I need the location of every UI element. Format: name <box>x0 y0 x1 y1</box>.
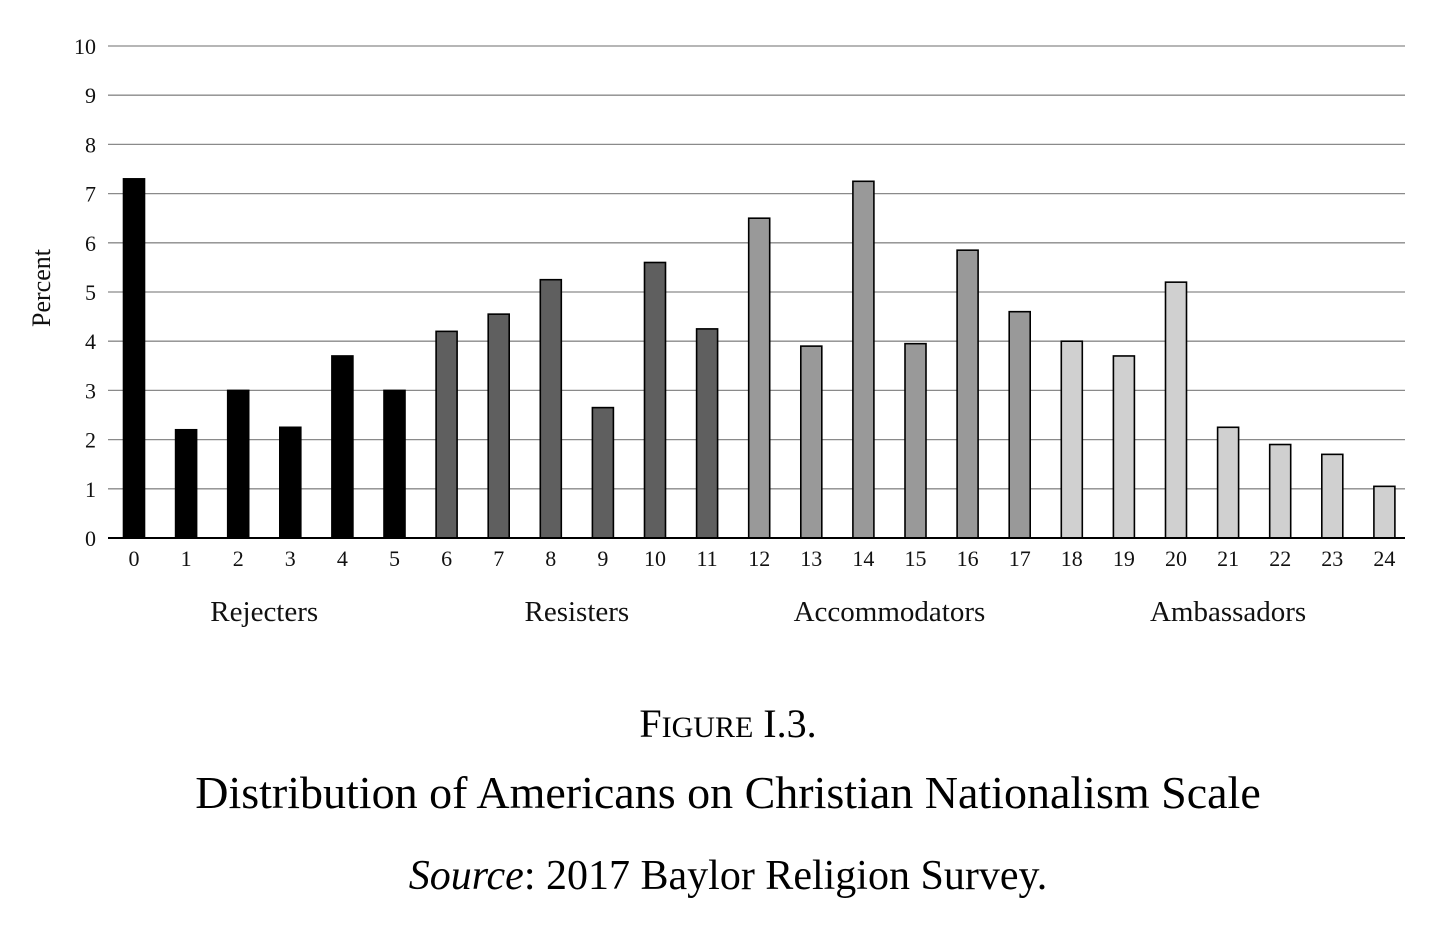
bar-8 <box>539 278 563 539</box>
x-tick-label: 13 <box>800 546 822 571</box>
y-tick-label: 2 <box>85 428 96 453</box>
bar-18 <box>1060 340 1084 539</box>
bar-12 <box>747 217 771 539</box>
bar-15 <box>904 342 927 539</box>
bar-0 <box>122 178 146 539</box>
bar-13 <box>799 345 823 539</box>
x-tick-label: 21 <box>1217 546 1239 571</box>
x-tick-label: 22 <box>1269 546 1291 571</box>
x-tick-label: 4 <box>337 546 348 571</box>
group-label-resisters: Resisters <box>524 596 629 628</box>
bar-11 <box>695 328 719 539</box>
bar-17 <box>1008 310 1032 539</box>
x-tick-label: 8 <box>545 546 556 571</box>
y-tick-labels: 0 1 2 3 4 5 6 7 8 9 10 <box>74 34 96 551</box>
bar-10 <box>643 261 667 539</box>
x-tick-label: 9 <box>597 546 608 571</box>
bar-7 <box>487 313 511 539</box>
x-tick-label: 2 <box>233 546 244 571</box>
y-tick-label: 9 <box>85 83 96 108</box>
bar-14 <box>852 180 875 539</box>
figure-number: FIGURE I.3. <box>639 701 817 746</box>
y-tick-label: 10 <box>74 34 96 59</box>
bar-19 <box>1112 355 1136 539</box>
bar-24 <box>1373 485 1396 539</box>
x-tick-label: 20 <box>1165 546 1187 571</box>
bars <box>122 178 1396 539</box>
x-tick-label: 5 <box>389 546 400 571</box>
x-tick-label: 6 <box>441 546 452 571</box>
y-tick-label: 1 <box>85 477 96 502</box>
figure-title: Distribution of Americans on Christian N… <box>195 767 1261 818</box>
x-tick-label: 1 <box>181 546 192 571</box>
x-tick-label: 15 <box>905 546 927 571</box>
y-tick-label: 3 <box>85 378 96 403</box>
x-tick-label: 11 <box>697 546 718 571</box>
x-tick-label: 19 <box>1113 546 1135 571</box>
x-tick-label: 16 <box>957 546 979 571</box>
figure-source: Source: 2017 Baylor Religion Survey. <box>408 853 1048 899</box>
bar-1 <box>174 428 198 539</box>
bar-22 <box>1268 443 1292 539</box>
group-label-ambassadors: Ambassadors <box>1150 596 1306 628</box>
group-label-rejecters: Rejecters <box>210 596 318 628</box>
y-tick-label: 8 <box>85 132 96 157</box>
group-label-accommodators: Accommodators <box>794 596 986 628</box>
bar-9 <box>591 406 615 539</box>
bar-16 <box>956 249 979 539</box>
x-tick-label: 12 <box>748 546 770 571</box>
bar-6 <box>435 330 458 539</box>
y-tick-label: 6 <box>85 231 96 256</box>
group-labels: Rejecters Resisters Accommodators Ambassado… <box>210 596 1306 628</box>
x-tick-label: 24 <box>1373 546 1395 571</box>
x-tick-label: 14 <box>852 546 874 571</box>
x-tick-label: 23 <box>1321 546 1343 571</box>
x-tick-label: 0 <box>129 546 140 571</box>
x-tick-label: 10 <box>644 546 666 571</box>
x-tick-label: 3 <box>285 546 296 571</box>
x-tick-label: 17 <box>1009 546 1031 571</box>
bar-2 <box>226 389 250 539</box>
bar-21 <box>1216 426 1240 539</box>
x-tick-label: 7 <box>493 546 504 571</box>
x-tick-label: 18 <box>1061 546 1083 571</box>
y-tick-label: 7 <box>85 182 96 207</box>
y-tick-label: 4 <box>85 329 96 354</box>
y-axis-label: Percent <box>27 248 56 327</box>
bar-20 <box>1164 281 1188 539</box>
bar-3 <box>278 426 302 539</box>
y-tick-label: 0 <box>85 526 96 551</box>
bar-23 <box>1321 453 1344 539</box>
bar-5 <box>383 389 406 539</box>
x-tick-labels: 0 1 2 3 4 5 6 7 8 9 10 11 12 13 14 15 16 17 18 19 20 21 22 23 24 <box>129 546 1396 571</box>
y-tick-label: 5 <box>85 280 96 305</box>
bar-4 <box>331 355 354 539</box>
